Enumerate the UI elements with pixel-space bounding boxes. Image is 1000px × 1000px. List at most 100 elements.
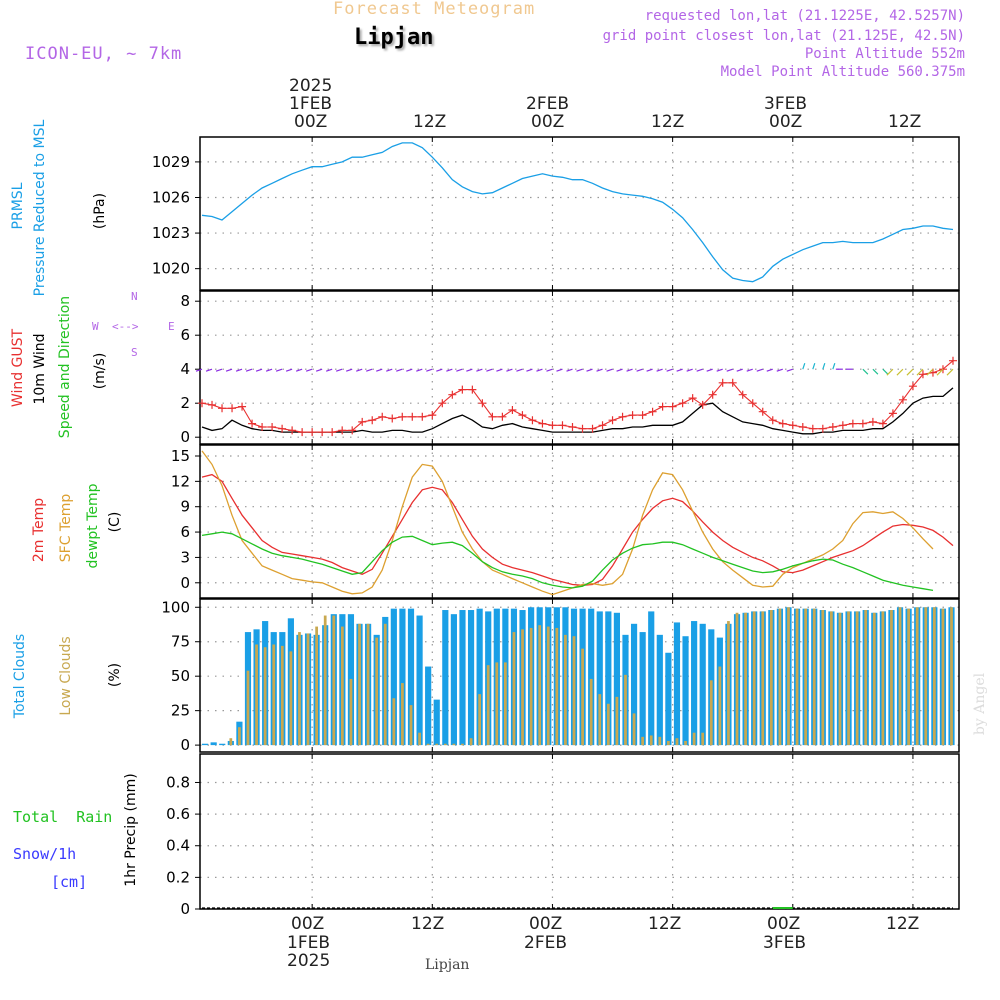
wind-direction-arrow xyxy=(886,368,894,376)
low-cloud-bar xyxy=(615,696,619,746)
wind-direction-arrow xyxy=(716,368,723,372)
gust-marker xyxy=(768,416,777,425)
wind-direction-arrow xyxy=(756,368,763,372)
top-tick-0: 00Z xyxy=(294,112,328,132)
gust-marker xyxy=(448,390,457,399)
panel-frame xyxy=(199,598,960,753)
wind-direction-arrow xyxy=(802,363,806,370)
total-cloud-bar xyxy=(682,636,689,746)
total-cloud-bar xyxy=(390,608,397,746)
gust-marker xyxy=(848,419,857,428)
model-altitude: Model Point Altitude 560.375m xyxy=(720,64,965,80)
low-cloud-bar xyxy=(838,612,842,746)
total-clouds-label: Total Clouds xyxy=(12,633,28,719)
bottom-tick-0: 00Z xyxy=(291,914,325,934)
gust-marker xyxy=(478,399,487,408)
gust-marker xyxy=(328,428,337,437)
y-tick-label: 0.4 xyxy=(166,837,190,855)
low-cloud-bar xyxy=(298,632,301,746)
gust-marker xyxy=(808,424,817,433)
wind-direction-arrow xyxy=(916,368,924,376)
low-cloud-bar xyxy=(718,666,722,746)
wind-direction-arrow xyxy=(566,368,573,372)
watermark: by Angel xyxy=(972,672,988,736)
low-cloud-bar xyxy=(658,736,662,746)
low-cloud-bar xyxy=(418,732,421,746)
wind-unit: (m/s) xyxy=(92,352,108,390)
low-clouds-label: Low Clouds xyxy=(58,636,74,716)
wind-direction-arrow xyxy=(446,368,453,372)
wind-direction-arrow xyxy=(586,368,593,372)
gust-marker xyxy=(758,407,767,416)
y-tick-label: 1020 xyxy=(152,260,190,278)
gust-label: Wind GUST xyxy=(10,328,26,408)
top-tick-1: 12Z xyxy=(413,112,447,132)
low-cloud-bar xyxy=(546,626,550,746)
low-cloud-bar xyxy=(624,674,627,746)
low-cloud-bar xyxy=(246,670,250,746)
wind-direction-arrow xyxy=(616,368,623,372)
dewpt-line xyxy=(201,531,934,592)
gust-marker xyxy=(258,423,267,431)
low-cloud-bar xyxy=(495,662,499,746)
wind-direction-arrow xyxy=(215,368,223,372)
low-cloud-bar xyxy=(435,743,439,746)
gust-marker xyxy=(868,417,877,426)
model-label: ICON-EU, ~ 7km xyxy=(25,44,183,64)
gust-marker xyxy=(408,412,417,421)
gust-marker xyxy=(618,412,627,421)
low-cloud-bar xyxy=(306,633,310,746)
gust-marker xyxy=(858,419,867,428)
wind-direction-arrow xyxy=(466,368,473,372)
clouds-unit: (%) xyxy=(107,662,123,688)
total-cloud-bar xyxy=(433,699,440,746)
gust-marker xyxy=(548,421,557,430)
low-cloud-bar xyxy=(478,694,482,746)
gust-marker xyxy=(738,390,747,399)
gust-marker xyxy=(898,395,907,404)
wind-direction-arrow xyxy=(195,368,203,372)
low-cloud-bar xyxy=(538,625,542,746)
low-cloud-bar xyxy=(830,611,833,746)
total-cloud-bar xyxy=(699,623,706,746)
gust-marker xyxy=(648,407,657,416)
low-cloud-bar xyxy=(864,610,868,746)
gust-marker xyxy=(588,424,597,433)
low-cloud-bar xyxy=(529,627,533,746)
total-cloud-bar xyxy=(476,608,483,746)
low-cloud-bar xyxy=(684,740,687,746)
rain-label: Total Rain xyxy=(13,808,113,826)
wind-direction-arrow xyxy=(946,368,954,376)
wind-direction-arrow xyxy=(265,368,273,372)
low-cloud-bar xyxy=(606,703,610,746)
top-tick-4: 00Z xyxy=(769,112,803,132)
y-tick-label: 25 xyxy=(171,702,190,720)
gust-marker xyxy=(508,406,517,414)
gust-marker xyxy=(668,402,677,411)
low-cloud-bar xyxy=(744,612,747,746)
bottom-date-1: 1FEB xyxy=(287,933,330,953)
gust-marker xyxy=(388,414,397,423)
wind-direction-arrow xyxy=(275,368,283,372)
wind-direction-arrow xyxy=(416,368,423,372)
wind-direction-arrow xyxy=(325,368,333,372)
pressure-unit: (hPa) xyxy=(92,192,108,230)
gust-marker xyxy=(308,428,317,437)
low-cloud-bar xyxy=(632,713,636,746)
low-cloud-bar xyxy=(461,743,464,746)
low-cloud-bar xyxy=(735,612,739,746)
gust-marker xyxy=(468,385,477,394)
compass-e: E xyxy=(168,320,175,333)
gust-marker xyxy=(208,400,217,409)
panel-frame xyxy=(199,444,960,599)
wind-direction-arrow xyxy=(205,368,213,372)
bottom-date-2: 2FEB xyxy=(524,933,567,953)
total-cloud-bar xyxy=(450,614,457,746)
low-cloud-bar xyxy=(932,607,936,746)
wind-direction-arrow xyxy=(656,368,663,372)
direction-label: Speed and Direction xyxy=(57,295,73,439)
gust-marker xyxy=(418,412,427,421)
gust-marker xyxy=(728,378,737,387)
gust-marker xyxy=(228,404,237,413)
y-tick-label: 0.8 xyxy=(166,773,190,791)
